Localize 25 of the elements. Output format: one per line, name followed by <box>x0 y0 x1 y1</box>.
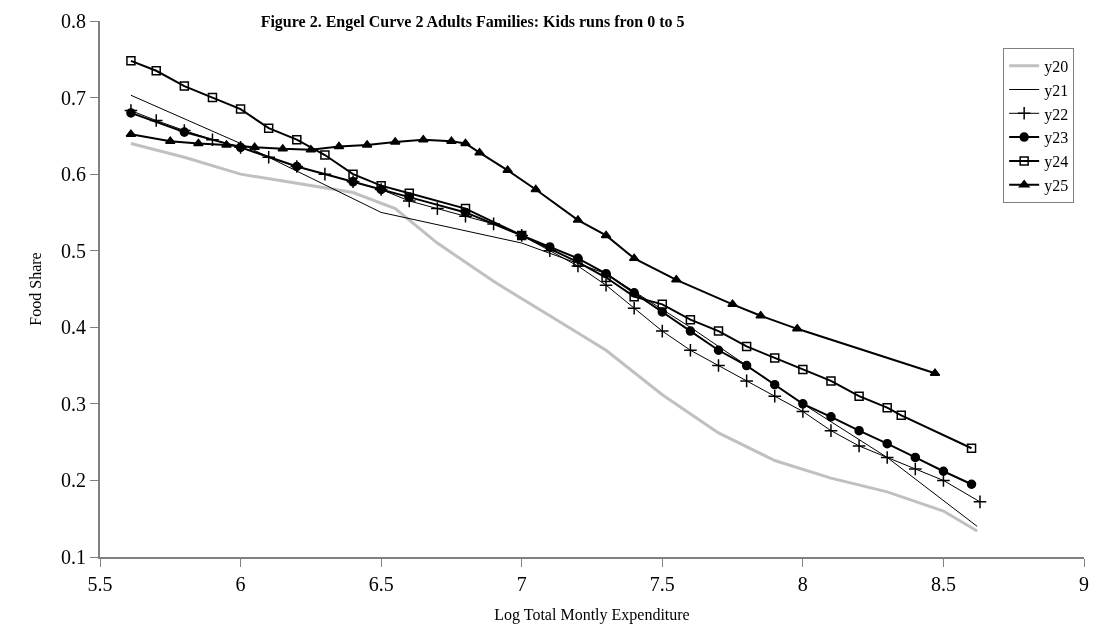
x-tick-label: 8 <box>797 573 808 595</box>
y-tick-label: 0.7 <box>61 86 86 109</box>
legend-label: y24 <box>1044 153 1069 172</box>
y-tick-label: 0.8 <box>61 10 86 32</box>
legend-label: y23 <box>1044 129 1069 148</box>
x-tick-label: 6.5 <box>368 573 394 595</box>
y-tick-label: 0.1 <box>61 546 86 568</box>
legend-label: y22 <box>1044 105 1069 124</box>
y-axis-title: Food Share <box>27 252 45 326</box>
x-axis-title: Log Total Montly Expenditure <box>494 606 690 625</box>
y-tick-label: 0.4 <box>61 316 86 339</box>
y-tick-label: 0.2 <box>61 469 86 492</box>
x-tick-label: 7.5 <box>649 573 675 595</box>
legend-label: y25 <box>1044 176 1069 195</box>
x-tick-label: 7 <box>516 573 527 595</box>
legend-label: y20 <box>1044 57 1069 76</box>
legend-label: y21 <box>1044 81 1069 100</box>
x-tick-label: 9 <box>1079 573 1089 595</box>
x-tick-label: 6 <box>235 573 246 595</box>
y-tick-label: 0.6 <box>61 163 86 186</box>
y-tick-label: 0.3 <box>61 392 86 415</box>
chart-title: Figure 2. Engel Curve 2 Adults Families: Kids runs fron 0 to 5 <box>260 13 685 32</box>
y-tick-label: 0.5 <box>61 239 86 262</box>
x-tick-label: 8.5 <box>930 573 956 595</box>
x-tick-label: 5.5 <box>87 573 113 595</box>
